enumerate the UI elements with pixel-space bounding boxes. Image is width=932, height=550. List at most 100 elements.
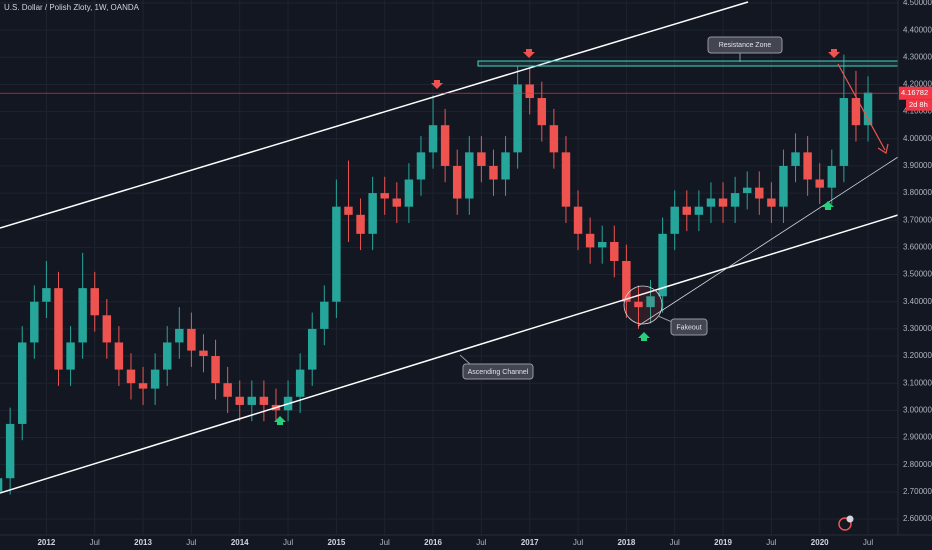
y-tick-label: 3.70000 — [903, 215, 932, 224]
resistance-zone — [477, 60, 899, 67]
candle-body — [259, 396, 269, 405]
candle-body — [307, 328, 317, 370]
countdown-tag — [906, 99, 932, 111]
candle-body — [646, 296, 655, 308]
candle-body — [622, 260, 631, 302]
candle-body — [368, 193, 377, 234]
x-tick-label: 2013 — [134, 538, 152, 547]
price-tag — [899, 86, 932, 100]
x-tick-label: 2015 — [327, 538, 345, 547]
candle-body — [501, 152, 510, 180]
candle-body — [706, 198, 716, 207]
annotation: Ascending Channel — [468, 369, 529, 376]
y-tick-label: 3.50000 — [903, 270, 932, 279]
candle-body — [150, 369, 160, 389]
candle-body — [525, 84, 534, 99]
candle-body — [199, 350, 208, 357]
y-tick-label: 2.80000 — [903, 460, 932, 469]
candle-body — [742, 187, 752, 194]
candle-body — [815, 179, 824, 188]
projection-arrow — [837, 63, 886, 151]
candle-body — [42, 288, 51, 302]
x-tick-label: Jul — [476, 538, 486, 547]
up-arrow — [274, 416, 286, 425]
badge — [846, 515, 854, 523]
trend-line — [637, 156, 899, 327]
candle-body — [416, 152, 426, 180]
y-tick-label: 2.60000 — [903, 514, 932, 523]
candle-body — [597, 241, 607, 248]
candle-body — [851, 98, 861, 126]
candle-body — [138, 383, 148, 389]
candle-body — [827, 165, 837, 188]
candle-body — [5, 423, 15, 479]
candle-body — [344, 206, 353, 215]
x-tick-label: 2020 — [811, 538, 829, 547]
y-tick-label: 4.40000 — [903, 25, 932, 34]
x-tick-label: Jul — [186, 538, 196, 547]
candle-body — [440, 125, 450, 166]
y-tick-label: 4.20000 — [903, 80, 932, 89]
candle-body — [477, 152, 486, 166]
x-tick-label: Jul — [670, 538, 680, 547]
y-tick-label: 4.10000 — [903, 107, 932, 116]
candle-body — [694, 206, 704, 215]
y-tick-label: 3.40000 — [903, 297, 932, 306]
candle-body — [452, 165, 462, 199]
up-arrow — [638, 332, 650, 341]
candle-body — [658, 233, 667, 297]
candle-body — [561, 152, 571, 207]
x-tick-label: 2014 — [231, 538, 249, 547]
candle-body — [114, 342, 124, 370]
candle-body — [126, 369, 136, 384]
candle-body — [549, 125, 559, 153]
x-tick-label: 2018 — [617, 538, 635, 547]
y-tick-label: 4.50000 — [903, 0, 932, 7]
candle-body — [211, 356, 220, 384]
x-tick-label: Jul — [573, 538, 583, 547]
candle-body — [295, 369, 305, 397]
candle-body — [175, 328, 184, 343]
candle-body — [356, 214, 365, 234]
y-tick-label: 3.30000 — [903, 324, 932, 333]
candle-body — [0, 478, 3, 492]
note-box — [670, 318, 708, 336]
candle-body — [730, 193, 740, 207]
candle-body — [428, 125, 438, 153]
candle-body — [791, 152, 800, 166]
candle-body — [30, 301, 39, 343]
fakeout-circle — [623, 285, 663, 325]
channel-lower — [0, 214, 899, 494]
candle-body — [78, 288, 87, 343]
x-tick-label: Jul — [90, 538, 100, 547]
candle-body — [320, 301, 329, 329]
down-arrow — [431, 80, 443, 89]
candle-body — [513, 84, 522, 153]
x-tick-label: Jul — [766, 538, 776, 547]
candle-body — [102, 315, 112, 343]
y-tick-label: 3.20000 — [903, 351, 932, 360]
y-tick-label: 3.90000 — [903, 161, 932, 170]
logo-icon[interactable] — [838, 517, 852, 531]
candle-body — [90, 288, 99, 316]
candles — [0, 54, 873, 495]
y-tick-label: 3.00000 — [903, 405, 932, 414]
candle-body — [332, 206, 341, 302]
down-arrow — [828, 49, 840, 58]
candle-body — [755, 187, 764, 199]
candle-body — [235, 396, 244, 405]
candle-body — [66, 342, 75, 370]
annotation: Resistance Zone — [719, 42, 772, 49]
arrow-head — [877, 143, 889, 154]
candle-body — [682, 206, 692, 215]
candle-body — [392, 198, 402, 207]
candle-body — [803, 152, 812, 180]
candle-body — [404, 179, 414, 207]
candle-body — [634, 301, 643, 308]
candle-body — [162, 342, 172, 370]
drawings: Resistance Zone Ascending Channel Fakeou… — [0, 1, 899, 531]
candle-body — [537, 98, 547, 126]
up-arrow — [822, 201, 834, 210]
x-tick-label: 2012 — [37, 538, 55, 547]
y-tick-label: 3.10000 — [903, 378, 932, 387]
